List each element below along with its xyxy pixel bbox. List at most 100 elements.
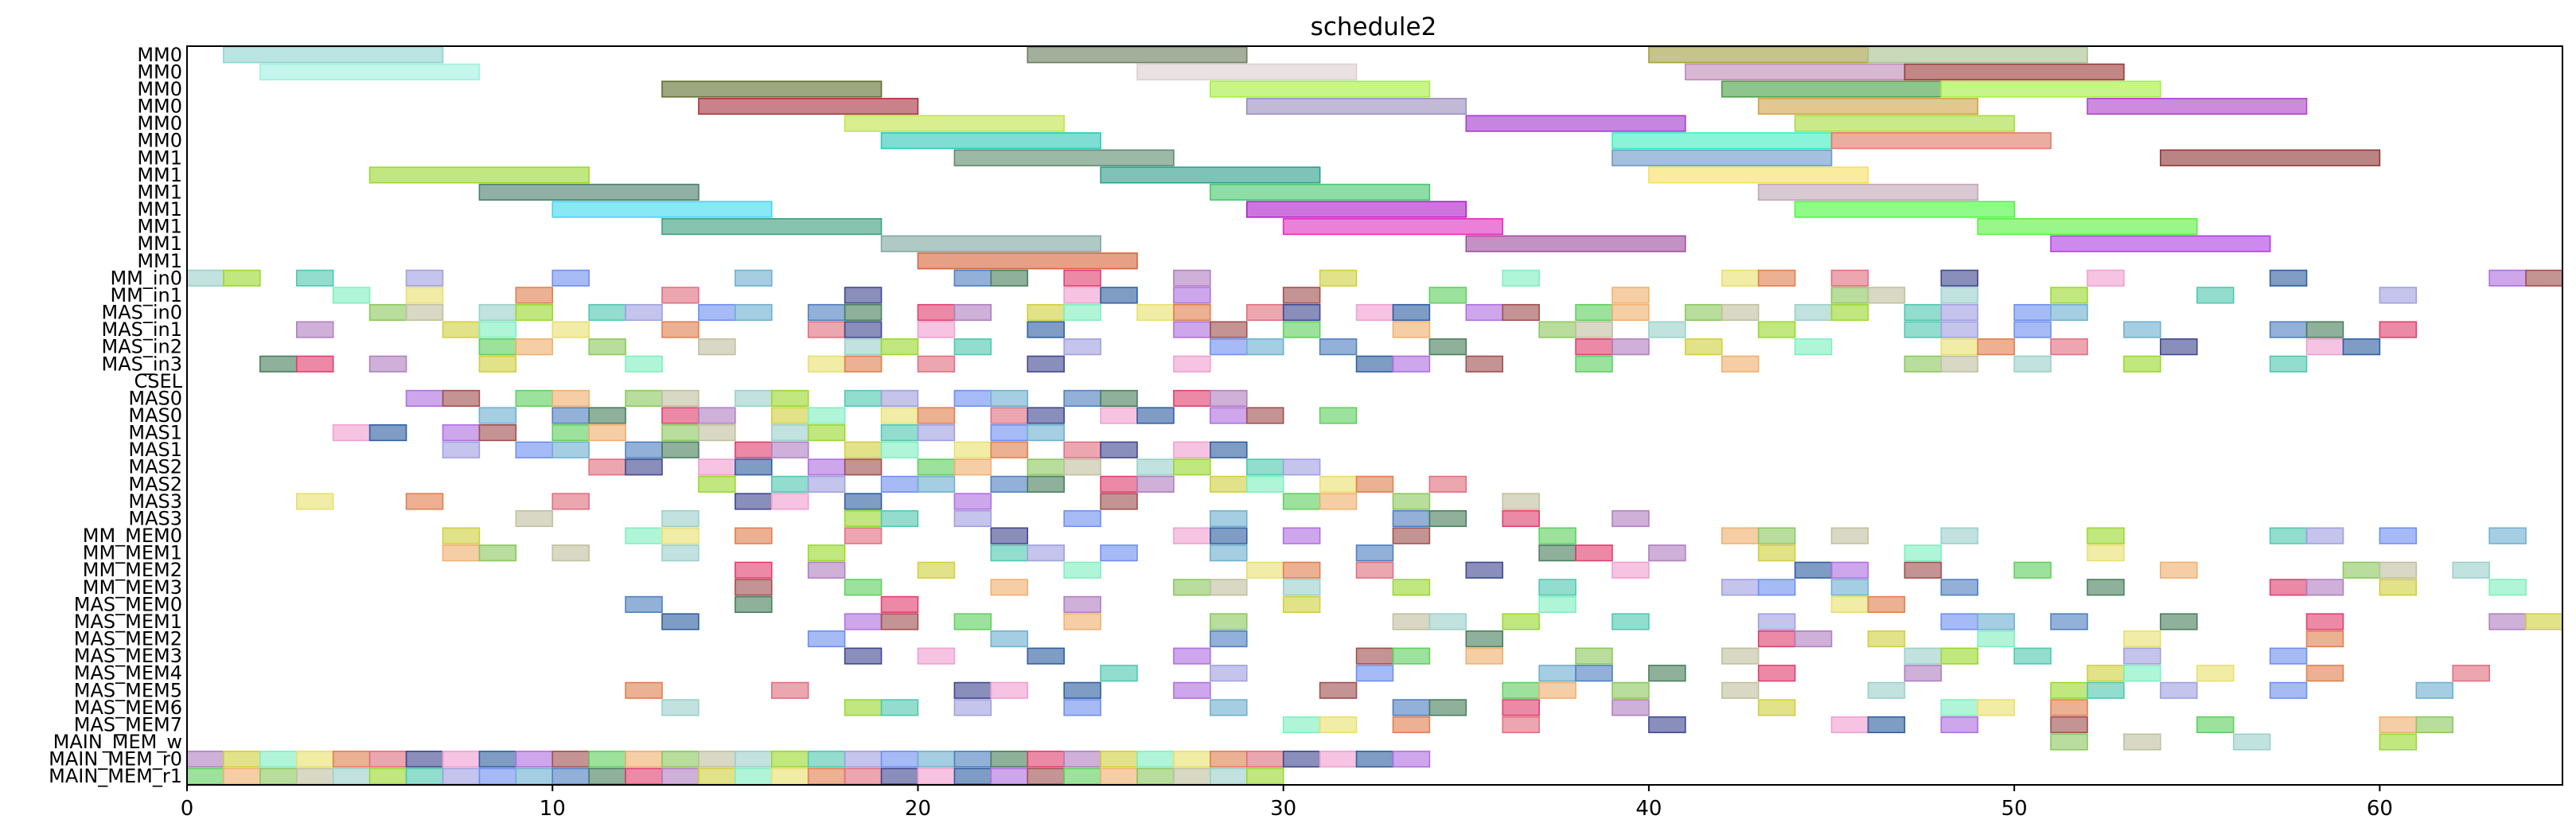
row-label: MM1 [137,181,182,203]
task-bar [661,767,700,785]
task-bar [1063,561,1101,579]
task-bar [953,699,992,716]
task-bar [1355,355,1394,373]
task-bar [1319,493,1358,510]
task-bar [1173,751,1211,768]
task-bar [551,389,590,408]
task-bar [368,166,590,184]
task-bar [1904,544,1943,562]
task-bar [880,475,919,493]
task-bar [2342,338,2381,356]
task-bar [807,423,846,442]
task-bar [990,767,1029,785]
task-bar [1392,321,1431,338]
task-bar [1611,132,1833,150]
task-bar [1173,303,1211,322]
task-bar [1685,338,1723,356]
task-bar [1210,544,1248,562]
task-bar [515,751,554,768]
task-bar [880,235,1101,252]
task-bar [1245,201,1467,218]
task-bar [332,287,371,304]
task-bar [1173,287,1211,304]
task-bar [990,544,1029,562]
task-bar [2160,613,2198,630]
task-bar [698,423,736,442]
row-label: MAS_MEM6 [74,697,182,719]
task-bar [1027,751,1065,768]
task-bar [588,767,626,785]
task-bar [1757,699,1796,716]
task-bar [1210,183,1431,201]
task-bar [990,579,1029,596]
task-bar [1465,630,1504,648]
task-bar [953,338,992,356]
task-bar [2379,287,2418,304]
task-bar [770,423,809,442]
task-bar [1648,46,1869,64]
task-bar [807,751,846,768]
task-bar [880,338,919,356]
task-bar [551,493,590,510]
task-bar [735,303,773,322]
task-bar [1502,699,1540,716]
task-bar [442,767,481,785]
task-bar [2415,716,2454,734]
task-bar [1210,475,1248,493]
task-bar [1940,338,1979,356]
task-bar [1282,561,1321,579]
task-bar [1502,303,1540,322]
task-bar [1428,509,1467,528]
task-bar [1282,218,1504,236]
task-bar [953,681,992,699]
task-bar [770,475,809,493]
task-bar [2087,681,2125,699]
task-bar [1100,767,1138,785]
task-bar [880,423,919,442]
task-bar [1940,303,1979,322]
task-bar [1757,579,1796,596]
task-bar [1136,459,1175,476]
task-bar [735,441,773,459]
task-bar [478,751,517,768]
task-bar [844,647,883,665]
task-bar [405,493,444,510]
task-bar [990,269,1029,287]
task-bar [1210,630,1248,648]
task-bar [1136,63,1358,80]
task-bar [2087,97,2308,115]
task-bar [917,561,956,579]
task-bar [661,80,883,98]
task-bar [1757,97,1979,115]
task-bar [478,407,517,424]
x-tick-label: 10 [540,797,566,821]
task-bar [953,441,992,459]
task-bar [259,355,298,373]
row-label: MAS1 [128,422,182,444]
task-bar [807,767,846,785]
task-bar [880,699,919,716]
row-label: MM1 [137,250,182,272]
task-bar [844,751,883,768]
task-bar [953,389,992,408]
task-bar [1757,630,1796,648]
task-bar [1830,287,1869,304]
task-bar [332,751,371,768]
row-label: MM0 [137,78,182,100]
task-bar [588,407,626,424]
task-bar [295,493,334,510]
row-label: MAS_MEM1 [74,611,182,633]
task-bar [515,441,554,459]
task-bar [807,321,846,338]
task-bar [661,613,700,630]
task-bar [1319,475,1358,493]
task-bar [1027,767,1065,785]
task-bar [844,441,883,459]
task-bar [2452,665,2490,682]
chart-title: schedule2 [1311,13,1437,41]
task-bar [1502,613,1540,630]
task-bar [1575,665,1613,682]
task-bar [551,751,590,768]
task-bar [917,475,956,493]
task-bar [953,493,992,510]
